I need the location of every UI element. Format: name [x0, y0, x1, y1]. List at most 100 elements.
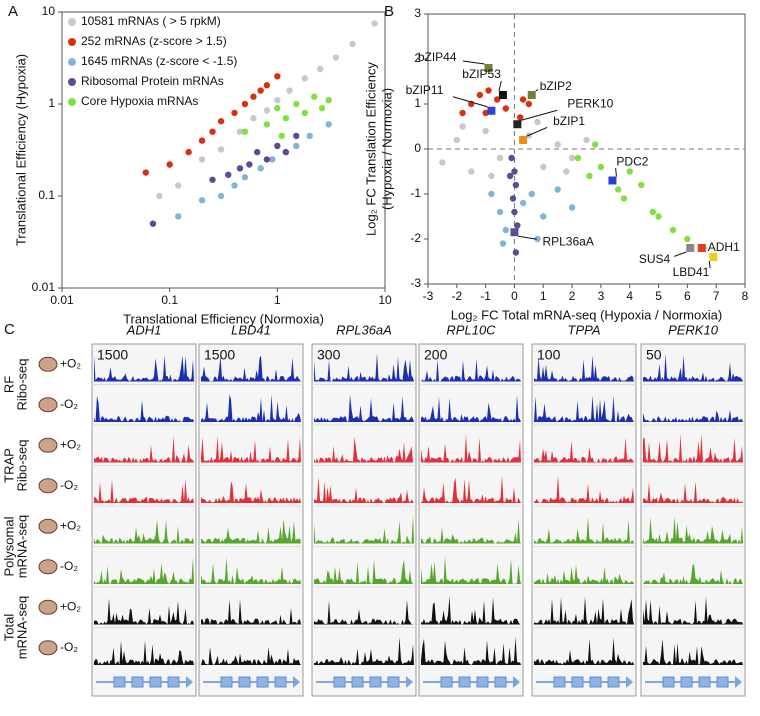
coverage-track [421, 596, 521, 625]
data-point [649, 208, 656, 216]
data-point [174, 213, 182, 220]
annotated-point [487, 106, 496, 115]
x-tick-label: 8 [742, 289, 749, 303]
gene-model-arrow [513, 676, 520, 688]
track-scale: 1500 [204, 347, 235, 363]
data-point [241, 128, 249, 135]
data-point [488, 190, 495, 198]
coverage-track [94, 557, 194, 584]
data-point [174, 182, 182, 189]
gene-model-exon [387, 676, 400, 688]
data-point [459, 109, 466, 117]
y-tick-label: -3 [410, 276, 421, 290]
data-point [156, 192, 163, 200]
data-point [499, 240, 507, 247]
data-point [142, 169, 149, 176]
y-axis-label: Log₂ FC Translation Efficiency [363, 62, 378, 236]
data-point [349, 40, 356, 48]
data-point [568, 204, 576, 211]
data-point [278, 132, 285, 140]
condition-label: +O₂ [60, 599, 81, 613]
annotation-arrow [526, 126, 548, 137]
coverage-track [94, 435, 194, 463]
gene-model-exon [369, 676, 382, 688]
data-point [482, 109, 489, 117]
data-point [493, 96, 501, 103]
track-scale: 100 [537, 347, 561, 363]
data-point [250, 115, 257, 122]
data-point [217, 192, 225, 200]
icon [38, 559, 58, 575]
coverage-track [534, 437, 634, 463]
data-point [311, 93, 318, 100]
data-point [554, 186, 561, 193]
data-point [514, 222, 521, 229]
data-point [638, 181, 645, 189]
gene-model-exon [149, 676, 162, 688]
coverage-track [643, 596, 743, 625]
group-title: RF [1, 376, 16, 393]
coverage-track [643, 638, 743, 665]
data-point [591, 141, 599, 148]
group-title: Ribo-seq [14, 358, 29, 410]
data-point [282, 115, 290, 122]
annotated-point [709, 253, 718, 261]
data-point [241, 174, 249, 181]
gene-model-exon [458, 676, 471, 688]
group-title: Polysomal [1, 516, 16, 576]
coverage-track [643, 516, 743, 544]
data-point [246, 161, 253, 168]
annotation-arrow [674, 251, 687, 257]
data-point [209, 128, 216, 135]
data-point [506, 172, 514, 180]
data-point [274, 73, 281, 80]
annotation-label: bZIP2 [540, 79, 572, 93]
group-title: TRAP [1, 448, 16, 483]
gene-model-exon [680, 676, 693, 688]
annotation-label: bZIP11 [406, 83, 444, 97]
annotated-point [513, 120, 522, 129]
coverage-track [643, 481, 743, 503]
data-point [534, 235, 541, 243]
annotated-point [608, 176, 617, 185]
gene-name: RPL10C [446, 322, 496, 337]
data-point [597, 163, 605, 171]
data-point [217, 146, 225, 153]
x-tick-label: -3 [423, 289, 434, 303]
coverage-track [421, 475, 521, 503]
annotated-point [510, 228, 519, 237]
annotation-label: ADH1 [708, 240, 740, 254]
data-point [534, 118, 541, 126]
legend-label: Core Hypoxia mRNAs [81, 94, 198, 108]
icon [38, 640, 58, 656]
coverage-track [201, 355, 301, 382]
track-scale: 50 [646, 347, 662, 363]
data-point [301, 109, 309, 117]
data-point [316, 65, 324, 73]
data-point [519, 96, 527, 103]
group-title: Ribo-seq [14, 439, 29, 491]
icon [38, 356, 58, 372]
gene-model-arrow [735, 676, 742, 688]
data-point [488, 172, 495, 180]
data-point [482, 127, 489, 135]
legend-marker [68, 98, 76, 106]
gene-model-exon [662, 676, 675, 688]
gene-model-exon [698, 676, 711, 688]
data-point [459, 123, 466, 130]
annotation-label: bZIP44 [418, 50, 457, 64]
data-point [263, 107, 271, 114]
track-scale: 1500 [97, 347, 128, 363]
panel-letter: B [384, 3, 394, 20]
legend-label: 1645 mRNAs (z-score < -1.5) [81, 54, 237, 68]
data-point [684, 235, 691, 243]
data-point [439, 159, 446, 166]
annotated-point [519, 136, 528, 144]
gene-model-exon [571, 676, 584, 688]
data-point [282, 148, 290, 156]
gene-model-arrow [626, 676, 633, 688]
coverage-track [314, 436, 414, 463]
data-point [306, 132, 313, 140]
icon [38, 518, 58, 534]
data-point [620, 195, 628, 202]
